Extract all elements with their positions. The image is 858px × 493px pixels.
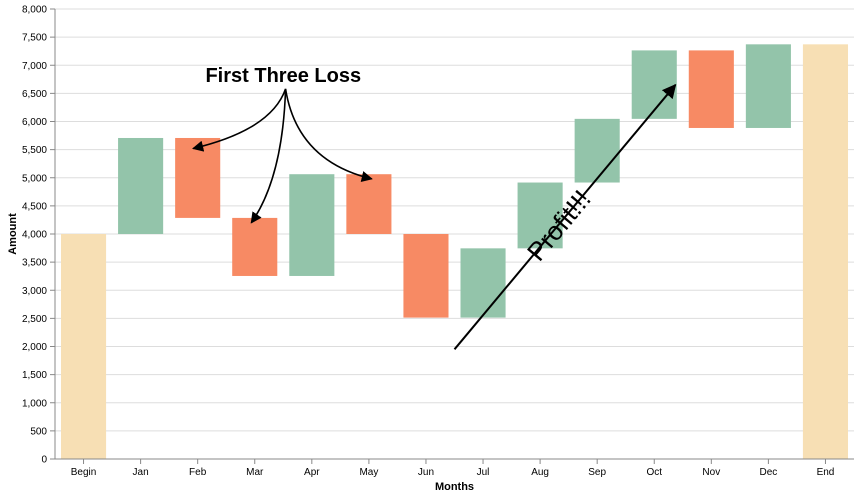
bar-apr xyxy=(289,174,335,276)
y-tick-label: 4,000 xyxy=(22,230,47,241)
y-tick-label: 3,000 xyxy=(22,286,47,297)
y-tick-label: 2,500 xyxy=(22,314,47,325)
y-tick-label: 8,000 xyxy=(22,5,47,16)
annotation-arrow-may xyxy=(284,88,373,182)
y-tick-label: 2,000 xyxy=(22,342,47,353)
annotation-arrow-feb xyxy=(192,88,287,152)
x-tick-label: Sep xyxy=(588,467,606,478)
y-axis-title: Amount xyxy=(7,213,19,255)
bar-jan xyxy=(118,137,164,234)
y-tick-label: 1,500 xyxy=(22,370,47,381)
x-tick-label: Jul xyxy=(477,467,490,478)
x-tick-label: Feb xyxy=(189,467,207,478)
bar-begin xyxy=(60,234,107,459)
x-tick-label: Mar xyxy=(246,467,264,478)
x-tick-label: Begin xyxy=(71,467,97,478)
bar-layer xyxy=(60,44,849,459)
bar-may xyxy=(346,174,392,234)
bar-feb xyxy=(175,137,221,218)
bar-end xyxy=(802,44,849,459)
x-tick-label: Dec xyxy=(759,467,777,478)
y-tick-label: 5,000 xyxy=(22,173,47,184)
bar-mar xyxy=(232,217,278,276)
x-tick-label: Nov xyxy=(702,467,720,478)
bar-aug xyxy=(517,182,563,249)
annotation-first-three-loss: First Three Loss xyxy=(205,65,361,87)
grid-layer xyxy=(55,8,854,460)
y-tick-label: 6,500 xyxy=(22,89,47,100)
bar-oct xyxy=(631,50,677,119)
y-tick-label: 500 xyxy=(30,426,47,437)
y-tick-label: 7,500 xyxy=(22,33,47,44)
y-tick-label: 0 xyxy=(41,455,47,466)
x-tick-label: May xyxy=(359,467,378,478)
y-tick-label: 3,500 xyxy=(22,258,47,269)
y-tick-label: 1,000 xyxy=(22,398,47,409)
x-tick-label: End xyxy=(817,467,835,478)
x-tick-label: Apr xyxy=(304,467,320,478)
x-tick-label: Aug xyxy=(531,467,549,478)
x-axis-title: Months xyxy=(435,481,474,493)
bar-nov xyxy=(688,50,734,128)
bar-sep xyxy=(574,118,620,183)
y-tick-label: 4,500 xyxy=(22,201,47,212)
annotation-arrow-mar xyxy=(250,88,287,224)
bar-dec xyxy=(745,44,791,128)
x-tick-label: Oct xyxy=(646,467,662,478)
bar-jun xyxy=(403,234,449,318)
y-tick-label: 6,000 xyxy=(22,117,47,128)
x-tick-label: Jun xyxy=(418,467,434,478)
x-tick-label: Jan xyxy=(133,467,149,478)
bar-jul xyxy=(460,248,506,318)
y-tick-label: 7,000 xyxy=(22,61,47,72)
y-tick-label: 5,500 xyxy=(22,145,47,156)
axis-layer: 0 500 1,000 1,500 2,000 2,500 3,000 3,500 4,000 4… xyxy=(7,5,854,493)
annotation-profit-arrow xyxy=(453,83,677,350)
